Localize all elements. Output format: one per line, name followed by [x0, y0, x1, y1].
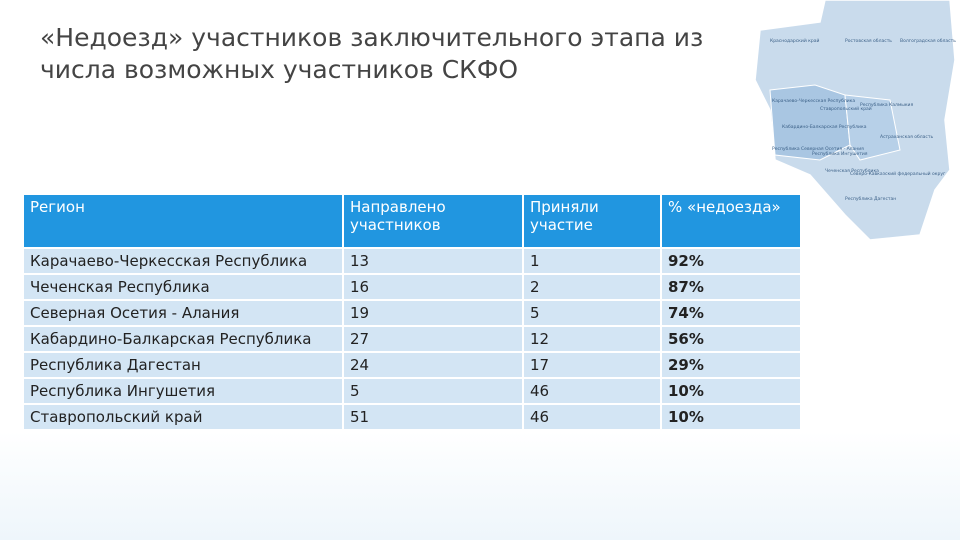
table-cell: 27 — [342, 325, 524, 353]
map-label: Республика Калмыкия — [860, 102, 913, 108]
table-cell: 29% — [660, 351, 802, 379]
table-cell: 74% — [660, 299, 802, 327]
table-cell: 2 — [522, 273, 662, 301]
table-cell: 46 — [522, 377, 662, 405]
table-cell: 12 — [522, 325, 662, 353]
table-row: Чеченская Республика 16 2 87% — [22, 273, 802, 301]
table-cell: 10% — [660, 377, 802, 405]
map-label: Республика Ингушетия — [812, 151, 868, 157]
table-cell: Республика Дагестан — [22, 351, 344, 379]
map-label: Чеченская Республика — [825, 168, 879, 174]
map: Краснодарский край Ростовская область Волг… — [754, 0, 956, 241]
table-row: Карачаево-Черкесская Республика 13 1 92% — [22, 247, 802, 275]
table-cell: 10% — [660, 403, 802, 431]
table-row: Республика Дагестан 24 17 29% — [22, 351, 802, 379]
table-cell: Республика Ингушетия — [22, 377, 344, 405]
table-cell: 17 — [522, 351, 662, 379]
table-row: Ставропольский край 51 46 10% — [22, 403, 802, 431]
table-cell: 5 — [522, 299, 662, 327]
map-label: Астраханская область — [880, 134, 933, 140]
map-label: Республика Северная Осетия - Алания — [772, 146, 864, 152]
table-cell: 1 — [522, 247, 662, 275]
table-cell: Кабардино-Балкарская Республика — [22, 325, 344, 353]
map-label: Волгоградская область — [900, 38, 956, 44]
table-cell: 5 — [342, 377, 524, 405]
header-cell: Направлено участников — [342, 193, 524, 249]
table-row: Кабардино-Балкарская Республика 27 12 56% — [22, 325, 802, 353]
map-label: Карачаево-Черкесская Республика — [772, 98, 855, 104]
table-cell: 13 — [342, 247, 524, 275]
table-cell: Чеченская Республика — [22, 273, 344, 301]
table-row: Республика Ингушетия 5 46 10% — [22, 377, 802, 405]
map-label: Краснодарский край — [770, 37, 820, 44]
table-cell: 56% — [660, 325, 802, 353]
table-cell: 24 — [342, 351, 524, 379]
map-label: Ростовская область — [845, 38, 892, 44]
table-cell: Северная Осетия - Алания — [22, 299, 344, 327]
header-cell: % «недоезда» — [660, 193, 802, 249]
table-cell: 19 — [342, 299, 524, 327]
slide-title: «Недоезд» участников заключительного эта… — [40, 23, 704, 84]
table-row: Северная Осетия - Алания 19 5 74% — [22, 299, 802, 327]
data-table: Регион Направлено участников Приняли участ… — [22, 193, 802, 431]
map-label: Республика Дагестан — [845, 196, 896, 202]
table-cell: 51 — [342, 403, 524, 431]
header-cell: Приняли участие — [522, 193, 662, 249]
table-cell: 46 — [522, 403, 662, 431]
map-label: Ставропольский край — [820, 105, 872, 112]
table-cell: Карачаево-Черкесская Республика — [22, 247, 344, 275]
map-district — [844, 94, 901, 161]
map-label: Северо-Кавказский федеральный округ — [850, 170, 946, 177]
header-row: Регион Направлено участников Приняли участ… — [22, 193, 802, 249]
table-cell: 92% — [660, 247, 802, 275]
table-cell: 87% — [660, 273, 802, 301]
map-label: Кабардино-Балкарская Республика — [782, 124, 867, 130]
table-cell: Ставропольский край — [22, 403, 344, 431]
table-cell: 16 — [342, 273, 524, 301]
header-cell: Регион — [22, 193, 344, 249]
